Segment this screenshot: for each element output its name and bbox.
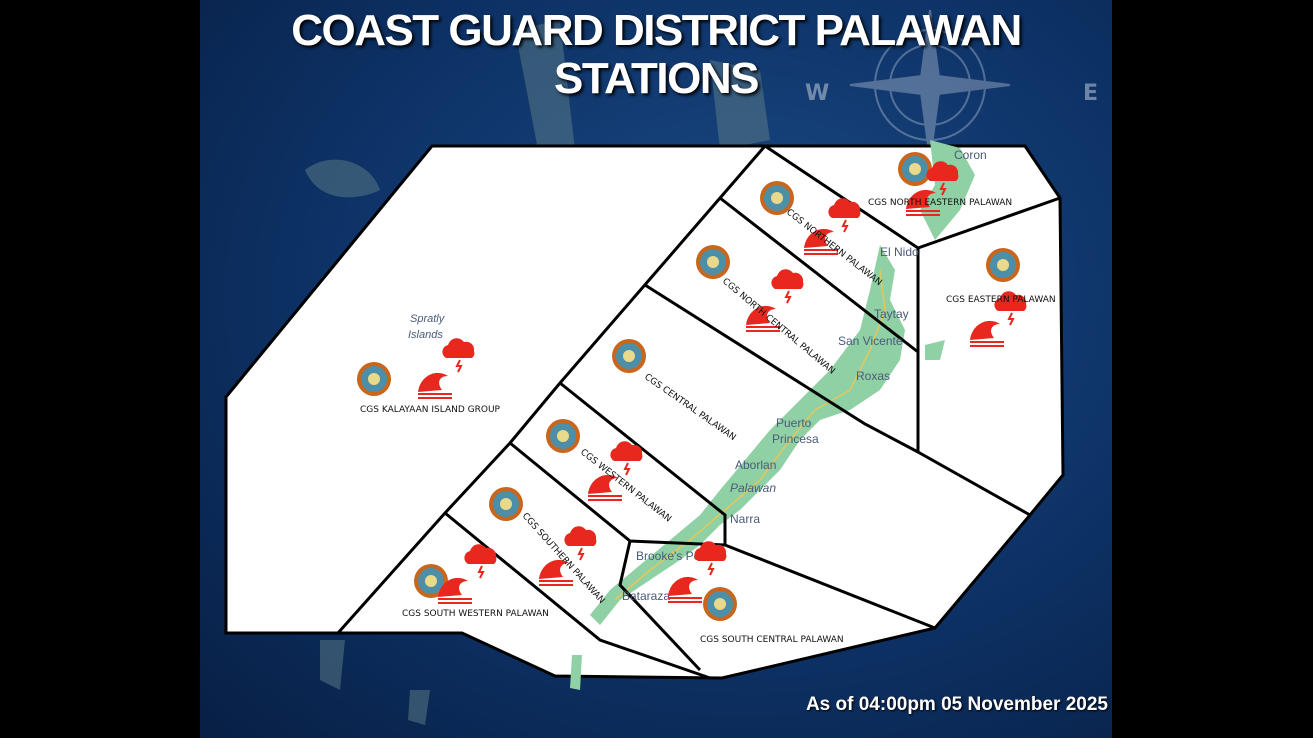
place-labels: Coron El Nido Taytay San Vicente Roxas P… [408,148,987,603]
compass-east-label: E [1083,81,1098,106]
station-label-eastern: CGS EASTERN PALAWAN [946,295,1056,305]
title-line-1: COAST GUARD DISTRICT PALAWAN [291,6,1022,55]
place-san-vicente: San Vicente [838,334,903,348]
palawan-landmass [570,140,975,690]
background-islands [305,20,770,725]
station-seal-icon [703,587,737,621]
station-seal-icon [696,245,730,279]
place-puerto: Puerto [776,416,812,430]
station-seal-icon [489,487,523,521]
station-label-south-central: CGS SOUTH CENTRAL PALAWAN [700,635,844,645]
place-palawan: Palawan [730,481,776,495]
station-seal-icon [986,248,1020,282]
title-line-2: STATIONS [554,54,759,103]
station-seal-icon [898,152,932,186]
place-narra: Narra [730,512,760,526]
station-seal-icon [546,419,580,453]
zone-boundaries [336,144,1061,680]
station-seal-icon [760,181,794,215]
place-brookes-point: Brooke's Point [636,549,714,563]
compass-rose-icon [849,9,1011,161]
place-aborlan: Aborlan [735,458,776,472]
place-coron: Coron [954,148,987,162]
zones-outline [224,144,1065,680]
station-label-north-eastern: CGS NORTH EASTERN PALAWAN [868,198,1012,208]
road [614,269,886,601]
place-bataraza: Bataraza [622,589,670,603]
place-roxas: Roxas [856,369,890,383]
station-seal-icon [357,362,391,396]
compass-west-label: W [805,81,829,106]
station-seal-icon [414,564,448,598]
station-label-south-western: CGS SOUTH WESTERN PALAWAN [402,609,549,619]
place-spratly: Spratly [410,313,446,325]
as-of-timestamp: As of 04:00pm 05 November 2025 [805,694,1108,715]
station-seal-icon [612,339,646,373]
place-islands: Islands [408,329,443,341]
place-taytay: Taytay [874,307,909,321]
station-label-kalayaan: CGS KALAYAAN ISLAND GROUP [360,405,501,415]
place-princesa: Princesa [772,432,819,446]
place-el-nido: El Nido [880,245,919,259]
